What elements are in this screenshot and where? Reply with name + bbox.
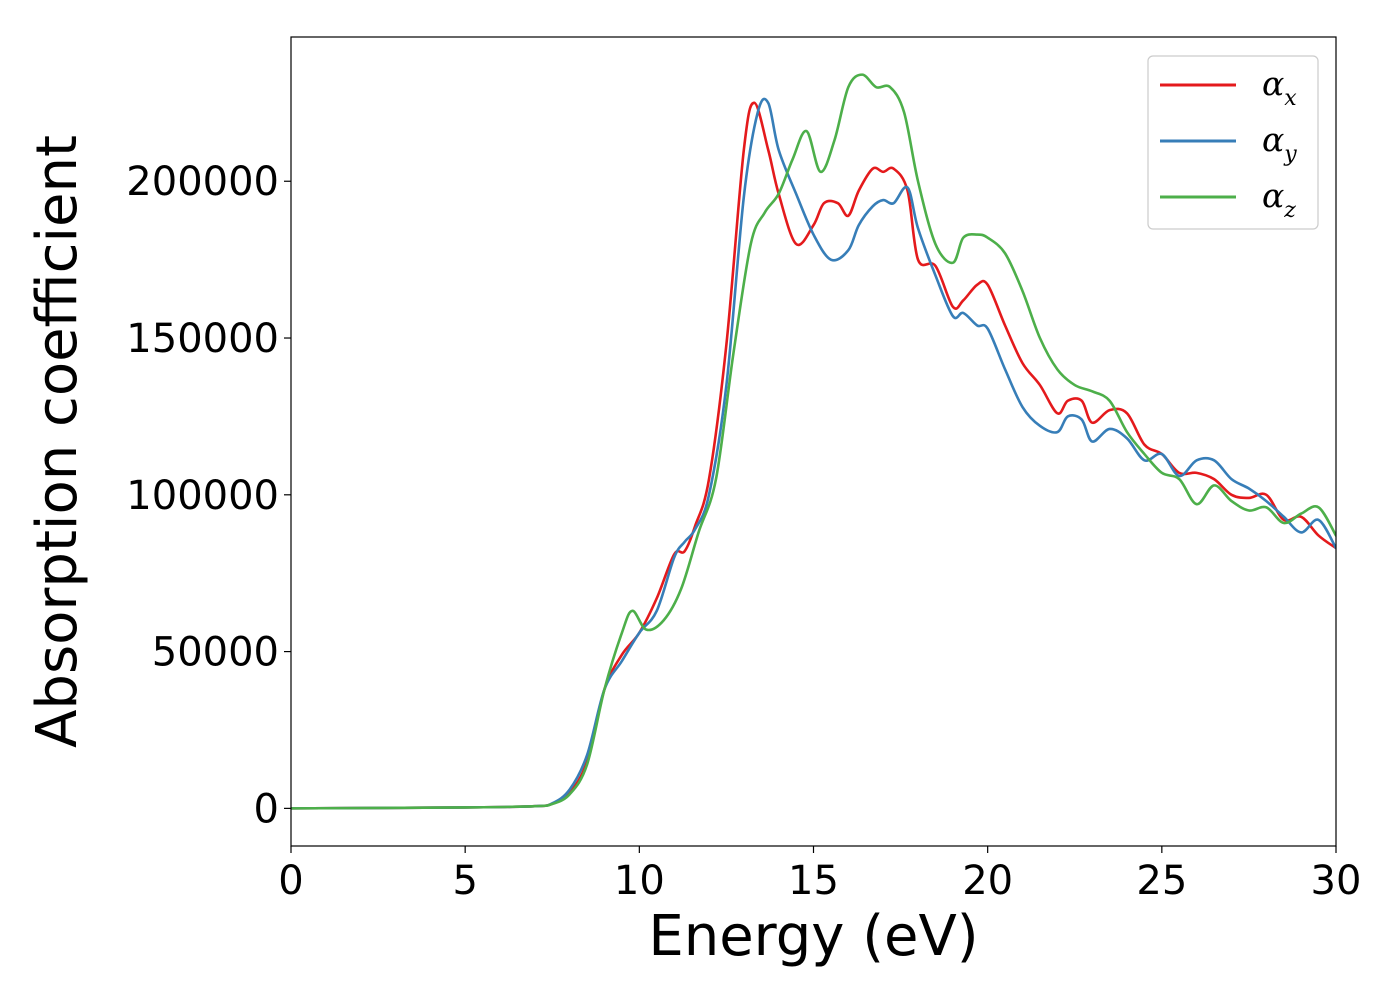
y-axis-label: Absorption coefficient (25, 135, 90, 748)
legend-subscript: z (1283, 198, 1296, 223)
legend-entry-y: αy (1262, 120, 1297, 167)
series-line-z (291, 73, 1336, 810)
x-tick-label: 15 (788, 858, 839, 904)
y-tick-label: 50000 (152, 630, 279, 676)
series-layer (291, 73, 1336, 810)
legend-entry-x: αx (1262, 64, 1297, 111)
legend-symbol: α (1262, 64, 1284, 103)
x-tick-label: 10 (614, 858, 665, 904)
y-axis: 0 50000 100000 150000 200000 (126, 159, 291, 832)
x-tick-label: 20 (962, 858, 1013, 904)
legend-subscript: y (1283, 142, 1297, 167)
x-tick-label: 5 (452, 858, 477, 904)
legend-symbol: α (1262, 120, 1284, 159)
x-tick-label: 0 (278, 858, 303, 904)
y-tick-label: 100000 (126, 473, 279, 519)
legend-subscript: x (1284, 86, 1297, 111)
y-tick-label: 0 (254, 786, 279, 832)
legend-symbol: α (1262, 176, 1284, 215)
y-tick-label: 200000 (126, 159, 279, 205)
series-line-y (291, 97, 1336, 810)
y-tick-label: 150000 (126, 316, 279, 362)
x-axis: 0 5 10 15 20 25 30 (278, 846, 1361, 904)
legend-entry-z: αz (1262, 176, 1296, 223)
x-tick-label: 30 (1311, 858, 1362, 904)
x-tick-label: 25 (1136, 858, 1187, 904)
x-axis-label: Energy (eV) (648, 904, 978, 969)
